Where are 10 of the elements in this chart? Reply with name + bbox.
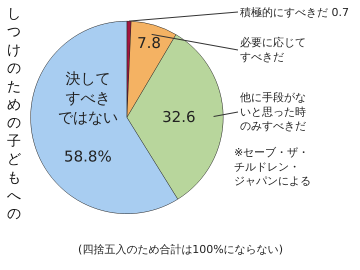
- slice-label: 必要に応じてすべきだ: [240, 36, 306, 64]
- chart-title: しつけのための子どもへの: [7, 6, 21, 222]
- slice-label: 積極的にすべきだ 0.7: [240, 6, 349, 19]
- data-label: 32.6: [162, 108, 196, 126]
- data-label: 58.8%: [64, 147, 112, 166]
- text: (四捨五入のため合計は100%にならない): [78, 243, 284, 256]
- slice-label: 他に手段がないと思った時のみすべきだ: [240, 91, 306, 133]
- text: ※セーブ・ザ・チルドレン・ジャパンによる: [234, 146, 311, 188]
- slice-label: 決してすべきではない: [58, 69, 118, 126]
- data-label: 7.8: [137, 34, 161, 52]
